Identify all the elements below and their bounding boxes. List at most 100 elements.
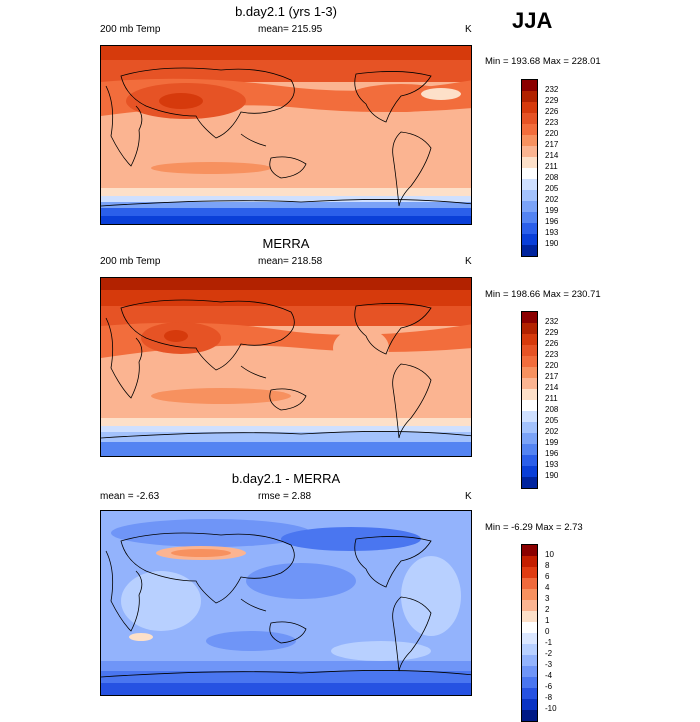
colorbar-tick: 229 [545,328,559,337]
colorbar-swatch [522,710,537,721]
colorbar-swatch [522,157,537,168]
panel2-title: MERRA [262,236,310,251]
colorbar-tick: 1 [545,616,550,625]
colorbar-tick: 229 [545,96,559,105]
panel1-center-label: mean= 215.95 [258,24,323,35]
panel3-minmax: Min = -6.29 Max = 2.73 [485,522,583,533]
panel3-colorbar-swatches [521,544,538,722]
colorbar-tick: 217 [545,140,559,149]
panel2-map [100,277,472,457]
colorbar-swatch [522,312,537,323]
colorbar-tick: 199 [545,206,559,215]
colorbar-tick: 199 [545,438,559,447]
panel3-units: K [465,491,472,502]
colorbar-swatch [522,422,537,433]
colorbar-tick: 214 [545,151,559,160]
panel2-center-label: mean= 218.58 [258,256,323,267]
colorbar-tick: 196 [545,217,559,226]
panel1-colorbar-swatches [521,79,538,257]
colorbar-swatch [522,433,537,444]
colorbar-swatch [522,622,537,633]
panel3-title: b.day2.1 - MERRA [231,471,341,486]
colorbar-swatch [522,334,537,345]
colorbar-tick: 211 [545,394,558,403]
colorbar-tick: 220 [545,129,559,138]
panel1-minmax: Min = 193.68 Max = 228.01 [485,56,601,67]
colorbar-tick: 214 [545,383,559,392]
colorbar-tick: -1 [545,638,553,647]
colorbar-swatch [522,124,537,135]
colorbar-swatch [522,611,537,622]
panel1-map [100,45,472,225]
colorbar-tick: -10 [545,704,557,713]
panel2-colorbar-labels: 232 229 226 223 220 217 214 211 208 205 … [545,311,559,480]
panel2-units: K [465,256,472,267]
colorbar-swatch [522,212,537,223]
colorbar-tick: -8 [545,693,553,702]
colorbar-tick: -2 [545,649,553,658]
colorbar-tick: 193 [545,228,559,237]
panel2-minmax: Min = 198.66 Max = 230.71 [485,289,601,300]
panel1-title: b.day2.1 (yrs 1-3) [235,4,337,19]
colorbar-swatch [522,356,537,367]
colorbar-tick: 232 [545,85,559,94]
colorbar-swatch [522,345,537,356]
colorbar-swatch [522,234,537,245]
colorbar-tick: 217 [545,372,559,381]
colorbar-tick: 205 [545,184,559,193]
colorbar-swatch [522,411,537,422]
panel2-colorbar [521,311,538,489]
colorbar-tick: 232 [545,317,559,326]
panel3-map [100,510,472,696]
colorbar-tick: 226 [545,107,559,116]
colorbar-tick: -3 [545,660,553,669]
colorbar-swatch [522,80,537,91]
colorbar-swatch [522,589,537,600]
colorbar-swatch [522,113,537,124]
colorbar-tick: -4 [545,671,553,680]
colorbar-tick: 10 [545,550,554,559]
colorbar-swatch [522,655,537,666]
colorbar-swatch [522,677,537,688]
panel3-left-label: mean = -2.63 [100,491,160,502]
panel1-left-label: 200 mb Temp [100,24,161,35]
colorbar-swatch [522,168,537,179]
colorbar-swatch [522,556,537,567]
colorbar-tick: 226 [545,339,559,348]
colorbar-swatch [522,367,537,378]
colorbar-swatch [522,135,537,146]
colorbar-tick: 8 [545,561,550,570]
panel2-colorbar-swatches [521,311,538,489]
colorbar-tick: 3 [545,594,550,603]
colorbar-swatch [522,91,537,102]
season-label: JJA [512,8,553,33]
colorbar-swatch [522,477,537,488]
colorbar-swatch [522,201,537,212]
colorbar-swatch [522,600,537,611]
colorbar-tick: 190 [545,471,559,480]
colorbar-tick: 220 [545,361,559,370]
colorbar-tick: 2 [545,605,550,614]
colorbar-swatch [522,102,537,113]
colorbar-tick: 208 [545,173,559,182]
colorbar-tick: 223 [545,118,559,127]
colorbar-tick: 223 [545,350,559,359]
colorbar-swatch [522,389,537,400]
colorbar-tick: 4 [545,583,550,592]
colorbar-tick: 202 [545,427,559,436]
panel1-units: K [465,24,472,35]
colorbar-tick: 211 [545,162,558,171]
colorbar-tick: 205 [545,416,559,425]
colorbar-swatch [522,666,537,677]
colorbar-tick: 202 [545,195,559,204]
colorbar-swatch [522,699,537,710]
colorbar-swatch [522,644,537,655]
colorbar-tick: 196 [545,449,559,458]
colorbar-tick: 190 [545,239,559,248]
panel3-colorbar-labels: 10 8 6 4 3 2 1 0 -1 -2 -3 -4 -6 -8 -10 [545,544,557,713]
colorbar-swatch [522,400,537,411]
panel3-colorbar [521,544,538,722]
colorbar-swatch [522,567,537,578]
colorbar-tick: 0 [545,627,550,636]
colorbar-swatch [522,179,537,190]
